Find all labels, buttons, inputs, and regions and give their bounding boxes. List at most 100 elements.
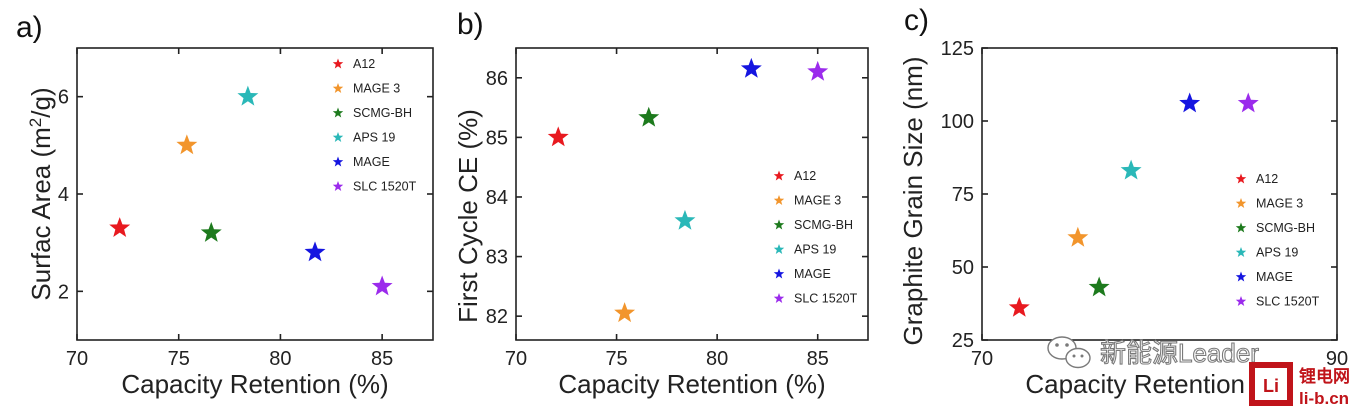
y-axis-title: Graphite Grain Size (nm) bbox=[898, 57, 928, 346]
data-point-aps-19 bbox=[237, 85, 259, 106]
data-point-mage-3 bbox=[614, 302, 636, 323]
y-tick-label: 50 bbox=[952, 257, 974, 279]
legend-marker bbox=[773, 293, 785, 303]
panel-label: a) bbox=[16, 11, 43, 44]
legend-label: SLC 1520T bbox=[353, 180, 417, 194]
legend-marker bbox=[1235, 222, 1247, 233]
site-logo: Li 锂电网 li-b.cn bbox=[1249, 362, 1350, 408]
data-point-a12 bbox=[1008, 296, 1030, 317]
x-axis-title: Capacity Retention (%) bbox=[1025, 369, 1292, 399]
y-tick-label: 6 bbox=[58, 87, 69, 109]
data-point-a12 bbox=[547, 126, 569, 147]
legend: A12 MAGE 3 SCMG-BH APS 19 MAGE SLC 1520T bbox=[773, 169, 858, 306]
y-tick-label: 83 bbox=[486, 247, 508, 269]
data-point-mage bbox=[1179, 92, 1201, 113]
data-point-scmg-bh bbox=[1088, 276, 1110, 297]
legend-label: APS 19 bbox=[1256, 246, 1298, 260]
panel-b: b) 70 75 80 85 82 83 84 85 86 Capacity Retention (… bbox=[453, 8, 869, 399]
legend-label: MAGE 3 bbox=[1256, 197, 1303, 211]
y-tick-label: 82 bbox=[486, 306, 508, 328]
logo-mark-text: Li bbox=[1263, 376, 1279, 396]
y-tick-label: 84 bbox=[486, 187, 508, 209]
legend-marker bbox=[1235, 271, 1247, 282]
legend-label: SCMG-BH bbox=[794, 218, 853, 232]
x-tick-label: 70 bbox=[971, 348, 993, 370]
legend-label: A12 bbox=[353, 57, 375, 71]
y-axis-title: Surfac Area (m2/g) bbox=[26, 87, 56, 300]
x-tick-label: 90 bbox=[1326, 348, 1348, 370]
data-point-slc-1520t bbox=[807, 60, 829, 81]
data-point-a12 bbox=[109, 217, 131, 237]
legend-marker bbox=[773, 219, 785, 230]
legend-label: A12 bbox=[794, 169, 816, 183]
x-tick-label: 80 bbox=[269, 348, 291, 370]
legend-marker bbox=[773, 268, 785, 279]
legend: A12 MAGE 3 SCMG-BH APS 19 MAGE SLC 1520T bbox=[1235, 172, 1320, 309]
legend-marker bbox=[1235, 247, 1247, 257]
legend-marker bbox=[773, 195, 785, 205]
data-point-mage-3 bbox=[176, 134, 198, 155]
x-tick-label: 70 bbox=[505, 348, 527, 370]
x-axis-title: Capacity Retention (%) bbox=[121, 369, 388, 399]
panel-label: b) bbox=[457, 8, 484, 41]
legend-label: APS 19 bbox=[353, 131, 395, 145]
x-tick-label: 85 bbox=[807, 348, 829, 370]
data-point-mage bbox=[740, 57, 762, 78]
legend-label: APS 19 bbox=[794, 243, 836, 257]
y-tick-label: 75 bbox=[952, 184, 974, 206]
legend-marker bbox=[332, 83, 344, 93]
legend-marker bbox=[332, 132, 344, 142]
x-tick-label: 85 bbox=[371, 348, 393, 370]
legend-marker bbox=[773, 170, 785, 181]
legend-marker bbox=[332, 58, 344, 69]
legend-marker bbox=[1235, 173, 1247, 184]
data-point-aps-19 bbox=[1120, 159, 1142, 180]
legend: A12 MAGE 3 SCMG-BH APS 19 MAGE SLC 1520T bbox=[332, 57, 417, 194]
x-tick-label: 75 bbox=[168, 348, 190, 370]
data-point-mage bbox=[304, 241, 326, 262]
legend-label: MAGE 3 bbox=[353, 82, 400, 96]
y-tick-label: 85 bbox=[486, 127, 508, 149]
legend-label: SLC 1520T bbox=[794, 292, 858, 306]
x-tick-label: 70 bbox=[66, 348, 88, 370]
data-point-slc-1520t bbox=[1237, 92, 1259, 113]
watermark: 新能源Leader bbox=[1047, 336, 1260, 369]
legend-label: MAGE 3 bbox=[794, 194, 841, 208]
plot-frame bbox=[515, 47, 869, 341]
y-tick-label: 4 bbox=[58, 184, 69, 206]
y-axis-title: First Cycle CE (%) bbox=[453, 109, 483, 323]
y-tick-label: 100 bbox=[941, 111, 974, 133]
legend-marker bbox=[332, 107, 344, 118]
data-point-slc-1520t bbox=[371, 275, 393, 296]
legend-marker bbox=[332, 156, 344, 167]
legend-marker bbox=[773, 244, 785, 254]
legend-label: SCMG-BH bbox=[1256, 221, 1315, 235]
panel-c: c) 70 90 25 50 75 100 125 Capacity Retention (%)… bbox=[898, 4, 1348, 399]
chart-panels: a) 70 75 80 85 2 4 6 Capacity Retention (%) Surfa… bbox=[16, 4, 1348, 399]
wechat-icon bbox=[1047, 336, 1091, 369]
legend-label: SCMG-BH bbox=[353, 106, 412, 120]
panel-label: c) bbox=[904, 4, 929, 37]
x-axis-title: Capacity Retention (%) bbox=[558, 369, 825, 399]
logo-line1: 锂电网 bbox=[1299, 366, 1350, 386]
y-tick-label: 25 bbox=[952, 330, 974, 352]
legend-label: SLC 1520T bbox=[1256, 295, 1320, 309]
x-tick-label: 75 bbox=[605, 348, 627, 370]
legend-label: MAGE bbox=[353, 155, 390, 169]
watermark-text: 新能源Leader bbox=[1100, 338, 1259, 368]
legend-marker bbox=[1235, 296, 1247, 306]
legend-label: MAGE bbox=[794, 267, 831, 281]
legend-label: A12 bbox=[1256, 172, 1278, 186]
legend-marker bbox=[1235, 198, 1247, 208]
data-point-aps-19 bbox=[674, 209, 696, 230]
x-tick-label: 80 bbox=[706, 348, 728, 370]
legend-label: MAGE bbox=[1256, 270, 1293, 284]
data-point-scmg-bh bbox=[200, 221, 222, 242]
panel-a: a) 70 75 80 85 2 4 6 Capacity Retention (%) Surfa… bbox=[16, 11, 434, 399]
y-tick-label: 86 bbox=[486, 68, 508, 90]
data-point-scmg-bh bbox=[638, 106, 660, 127]
legend-marker bbox=[332, 181, 344, 191]
y-tick-label: 2 bbox=[58, 281, 69, 303]
y-tick-label: 125 bbox=[941, 38, 974, 60]
